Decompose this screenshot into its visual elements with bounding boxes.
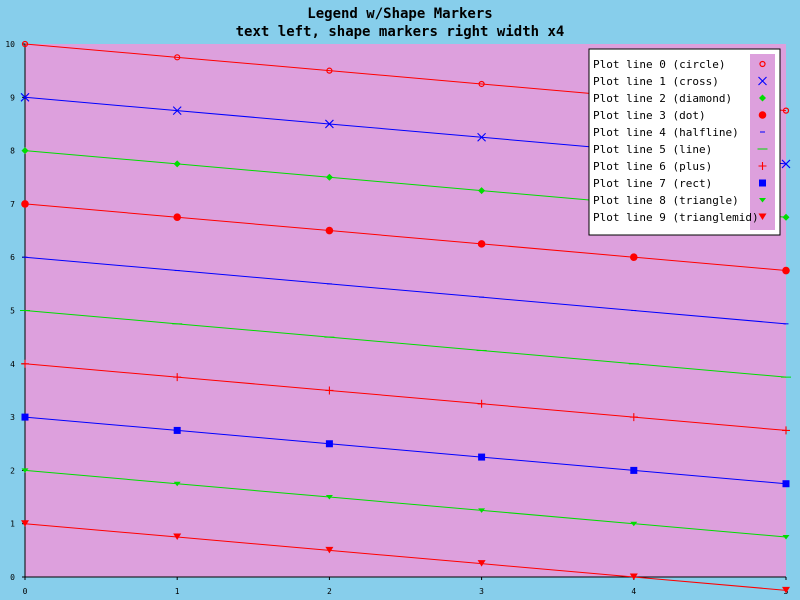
data-point-rect <box>325 440 333 448</box>
data-point-circle <box>326 67 333 74</box>
data-point-plus <box>629 413 638 422</box>
legend-label: Plot line 5 (line) <box>593 143 712 156</box>
series-5 <box>20 310 791 378</box>
legend-marker-trianglemid <box>758 213 767 220</box>
series-6 <box>21 359 790 435</box>
data-point-cross <box>477 132 486 142</box>
data-point-triangle <box>325 495 333 500</box>
chart-title: Legend w/Shape Markers <box>307 6 492 22</box>
data-point-rect <box>21 413 29 421</box>
chart-subtitle: text left, shape markers right width x4 <box>236 24 565 40</box>
series-4 <box>22 256 789 325</box>
data-point-diamond <box>782 213 790 221</box>
data-point-trianglemid <box>782 586 790 594</box>
x-tick-label: 1 <box>175 587 180 596</box>
data-point-trianglemid <box>629 573 638 580</box>
data-point-diamond <box>325 173 333 181</box>
data-point-dot <box>630 253 638 261</box>
data-point-circle <box>478 80 485 88</box>
data-point-triangle <box>21 468 29 473</box>
data-point-trianglemid <box>477 560 486 567</box>
y-tick-label: 8 <box>10 147 15 156</box>
data-point-dot <box>325 226 334 235</box>
series-9 <box>21 520 790 594</box>
data-point-rect <box>630 466 638 474</box>
y-tick-label: 4 <box>10 360 15 369</box>
data-point-trianglemid <box>21 520 29 527</box>
data-point-rect <box>173 426 181 434</box>
legend-label: Plot line 4 (halfline) <box>593 126 739 139</box>
data-point-plus <box>782 426 790 435</box>
x-tick-label: 4 <box>631 587 636 596</box>
data-point-diamond <box>173 160 181 168</box>
series-line <box>24 203 787 272</box>
x-tick-label: 3 <box>479 587 484 596</box>
legend-marker-cross <box>758 76 767 86</box>
series-7 <box>21 413 790 488</box>
legend-marker-diamond <box>759 94 766 102</box>
legend: Plot line 0 (circle) Plot line 1 (cross) P… <box>588 48 781 236</box>
legend-marker-circle <box>759 60 766 68</box>
data-point-dot <box>782 266 790 275</box>
series-line <box>24 310 787 378</box>
y-tick-label: 6 <box>10 253 15 262</box>
y-tick-label: 1 <box>10 520 15 529</box>
x-tick-label: 2 <box>327 587 332 596</box>
data-point-trianglemid <box>173 533 182 541</box>
x-tick-label: 0 <box>23 587 28 596</box>
y-tick-label: 3 <box>10 413 15 422</box>
legend-box <box>588 48 781 236</box>
legend-marker-rect <box>759 179 766 187</box>
data-point-cross <box>781 159 791 169</box>
data-point-rect <box>782 480 790 488</box>
data-point-rect <box>478 453 486 461</box>
series-line <box>24 363 787 431</box>
data-point-cross <box>325 119 334 129</box>
legend-label: Plot line 3 (dot) <box>593 109 706 122</box>
y-tick-label: 7 <box>10 200 15 209</box>
data-point-plus <box>325 386 334 395</box>
data-point-circle <box>21 40 29 48</box>
data-point-plus <box>477 399 486 408</box>
legend-label: Plot line 1 (cross) <box>593 75 719 88</box>
legend-label: Plot line 0 (circle) <box>593 58 725 71</box>
y-tick-label: 9 <box>10 93 15 102</box>
series-3 <box>21 200 790 275</box>
data-point-dot <box>173 213 181 222</box>
legend-marker-triangle <box>759 198 766 203</box>
y-tick-label: 2 <box>10 466 15 475</box>
legend-label: Plot line 6 (plus) <box>593 160 712 173</box>
series-line <box>24 469 787 538</box>
legend-label: Plot line 9 (trianglemid) <box>593 211 759 224</box>
legend-label: Plot line 2 (diamond) <box>593 92 732 105</box>
data-point-trianglemid <box>325 546 334 554</box>
data-point-triangle <box>630 521 638 527</box>
data-point-triangle <box>782 535 790 540</box>
data-point-plus <box>21 359 29 368</box>
data-point-diamond <box>21 147 29 155</box>
series-line <box>24 416 787 485</box>
data-point-plus <box>173 373 182 382</box>
y-tick-label: 10 <box>5 40 15 49</box>
y-tick-label: 0 <box>10 573 15 582</box>
data-point-dot <box>477 240 486 248</box>
data-point-circle <box>174 54 181 61</box>
data-point-triangle <box>478 508 486 513</box>
series-line <box>24 256 787 325</box>
data-point-cross <box>20 92 30 102</box>
data-point-diamond <box>478 187 486 195</box>
legend-label: Plot line 8 (triangle) <box>593 194 739 207</box>
legend-marker-dot <box>758 111 767 119</box>
data-point-dot <box>21 200 29 208</box>
data-point-triangle <box>173 481 181 487</box>
data-point-cross <box>172 106 182 116</box>
series-8 <box>21 468 790 540</box>
legend-marker-plus <box>758 162 767 170</box>
series-line <box>24 523 787 591</box>
legend-label: Plot line 7 (rect) <box>593 177 712 190</box>
data-point-circle <box>782 107 790 114</box>
y-tick-label: 5 <box>10 307 15 316</box>
